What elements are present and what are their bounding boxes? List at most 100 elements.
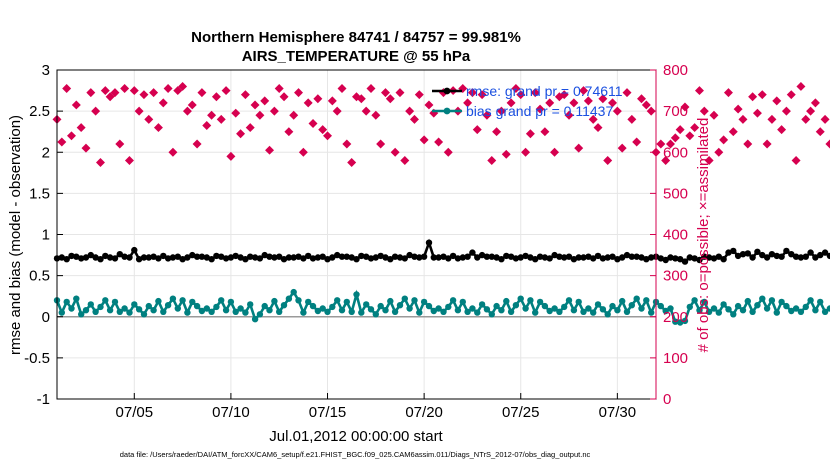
obs-marker <box>333 107 342 116</box>
obs-marker <box>323 131 332 140</box>
obs-marker <box>801 115 810 124</box>
data-point <box>426 303 432 309</box>
x-tick-label: 07/25 <box>502 404 540 421</box>
data-point <box>513 302 519 308</box>
obs-marker <box>811 98 820 107</box>
obs-marker <box>734 105 743 114</box>
obs-marker <box>67 131 76 140</box>
obs-marker <box>328 96 337 105</box>
x-tick-label: 07/15 <box>309 404 347 421</box>
x-tick-label: 07/20 <box>405 404 443 421</box>
chart-title: Northern Hemisphere 84741 / 84757 = 99.9… <box>191 29 521 46</box>
obs-marker <box>231 109 240 118</box>
obs-marker <box>777 125 786 134</box>
obs-marker <box>420 135 429 144</box>
obs-marker <box>207 111 216 120</box>
data-point <box>730 311 736 317</box>
obs-marker <box>729 127 738 136</box>
obs-marker <box>637 94 646 103</box>
series-layer <box>53 82 830 326</box>
data-point <box>469 305 475 311</box>
data-point <box>450 297 456 303</box>
obs-marker <box>313 94 322 103</box>
data-point <box>141 311 147 317</box>
data-point <box>358 309 364 315</box>
data-point <box>619 298 625 304</box>
data-point <box>213 304 219 310</box>
obs-marker <box>371 111 380 120</box>
obs-marker <box>748 92 757 101</box>
data-point <box>730 248 736 254</box>
y-left-tick-label: -0.5 <box>24 350 50 367</box>
obs-marker <box>91 107 100 116</box>
obs-marker <box>540 127 549 136</box>
obs-marker <box>695 86 704 95</box>
obs-marker <box>386 94 395 103</box>
data-point <box>624 309 630 315</box>
data-point <box>503 298 509 304</box>
data-point <box>402 296 408 302</box>
obs-marker <box>226 152 235 161</box>
obs-marker <box>115 140 124 149</box>
data-point <box>305 299 311 305</box>
legend-marker-0 <box>444 88 451 95</box>
data-point <box>344 299 350 305</box>
obs-marker <box>521 148 530 157</box>
data-point <box>421 254 427 260</box>
footnote: data file: /Users/raeder/DAI/ATM_forcXX/… <box>120 450 591 459</box>
obs-marker <box>400 156 409 165</box>
y-left-tick-label: 3 <box>42 62 50 79</box>
data-point <box>725 306 731 312</box>
obs-marker <box>197 88 206 97</box>
obs-marker <box>550 148 559 157</box>
y-right-tick-label: 500 <box>663 185 688 202</box>
obs-marker <box>164 84 173 93</box>
data-point <box>406 305 412 311</box>
y-left-tick-label: 1.5 <box>29 185 50 202</box>
data-point <box>749 309 755 315</box>
obs-marker <box>294 88 303 97</box>
data-point <box>276 309 282 315</box>
obs-marker <box>217 115 226 124</box>
data-point <box>498 307 504 313</box>
obs-marker <box>434 137 443 146</box>
obs-marker <box>782 107 791 116</box>
obs-marker <box>135 107 144 116</box>
data-point <box>126 309 132 315</box>
obs-marker <box>594 123 603 132</box>
data-point <box>353 291 359 297</box>
data-point <box>614 307 620 313</box>
obs-marker <box>526 129 535 138</box>
obs-marker <box>671 133 680 142</box>
obs-marker <box>299 148 308 157</box>
data-point <box>720 301 726 307</box>
obs-marker <box>367 84 376 93</box>
obs-marker <box>212 92 221 101</box>
y-right-tick-label: 400 <box>663 227 688 244</box>
obs-marker <box>280 92 289 101</box>
obs-marker <box>284 127 293 136</box>
obs-marker <box>338 84 347 93</box>
data-point <box>131 301 137 307</box>
obs-marker <box>130 86 139 95</box>
data-point <box>778 254 784 260</box>
data-point <box>112 255 118 261</box>
data-point <box>107 307 113 313</box>
obs-marker <box>101 86 110 95</box>
obs-marker <box>714 148 723 157</box>
data-point <box>609 303 615 309</box>
obs-marker <box>632 137 641 146</box>
obs-marker <box>758 90 767 99</box>
data-point <box>334 297 340 303</box>
data-point <box>257 311 263 317</box>
obs-marker <box>125 156 134 165</box>
data-point <box>392 309 398 315</box>
obs-marker <box>304 98 313 107</box>
data-point <box>745 298 751 304</box>
data-point <box>300 309 306 315</box>
obs-marker <box>381 88 390 97</box>
y-right-tick-label: 700 <box>663 103 688 120</box>
obs-marker <box>825 140 830 149</box>
data-point <box>286 296 292 302</box>
data-point <box>102 297 108 303</box>
